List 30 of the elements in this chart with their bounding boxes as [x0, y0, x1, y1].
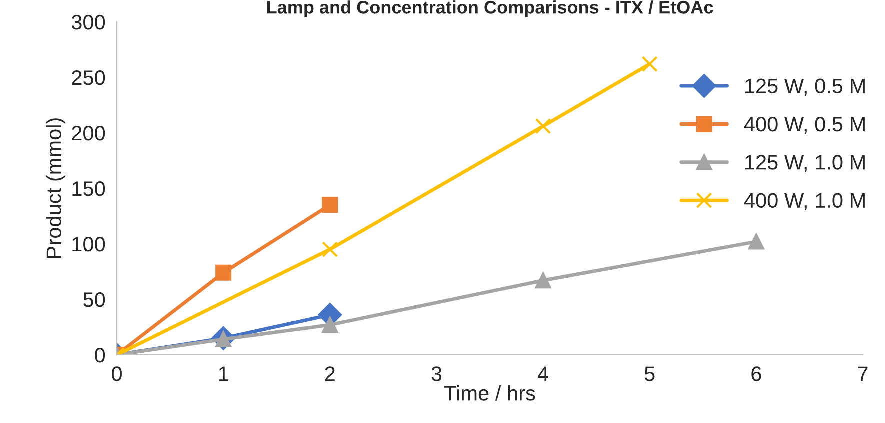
x-axis-title: Time / hrs	[444, 386, 536, 401]
y-tick-label: 0	[95, 348, 106, 363]
x-tick-label: 1	[219, 366, 228, 382]
y-tick-label: 50	[84, 292, 106, 308]
legend-label: 400 W, 1.0 M	[744, 193, 865, 211]
x-tick-label: 2	[325, 366, 335, 382]
x-tick-label: 0	[112, 366, 122, 382]
point	[322, 317, 338, 334]
x-tick-label: 5	[644, 366, 655, 382]
x-tick-label: 6	[752, 366, 762, 382]
point	[322, 197, 338, 214]
chart-title: Lamp and Concentration Comparisons - ITX / EtOAc	[268, 0, 714, 18]
point	[748, 234, 764, 250]
y-tick-label: 250	[72, 70, 106, 86]
y-axis-title: Product (mmol)	[46, 118, 66, 258]
y-tick-label: 100	[72, 237, 106, 252]
y-tick-label: 150	[72, 182, 106, 196]
x-tick-label: 3	[432, 366, 442, 382]
x-tick-label: 7	[858, 366, 868, 382]
point	[322, 242, 338, 258]
y-tick-label: 200	[72, 126, 106, 141]
point	[535, 118, 552, 134]
legend-label: 125 W, 1.0 M	[745, 155, 865, 172]
y-tick-label: 300	[72, 15, 106, 30]
point	[642, 56, 658, 72]
legend-label: 400 W, 0.5 M	[744, 116, 865, 134]
x-tick-label: 4	[538, 366, 548, 382]
legend-label: 125 W, 0.5 M	[745, 78, 865, 96]
point	[535, 272, 552, 289]
point	[216, 264, 232, 281]
